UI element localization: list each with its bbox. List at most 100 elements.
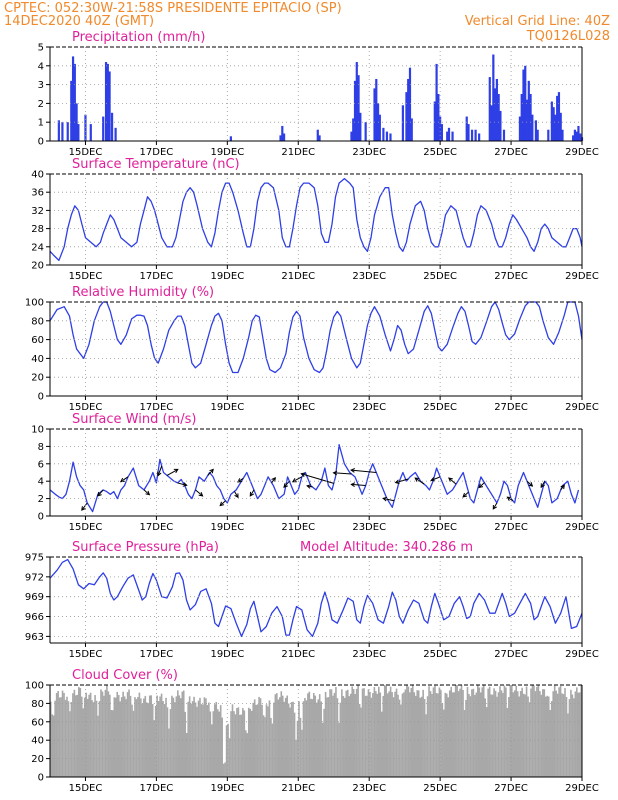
precipitation-bar <box>575 131 578 141</box>
cloud-cover-ytick-label: 20 <box>31 754 44 765</box>
cloud-cover-bar <box>123 696 126 777</box>
relative-humidity-xtick-label: 23DEC <box>352 402 386 413</box>
wind-vector-arrow <box>350 482 366 488</box>
cloud-cover-bar <box>259 698 262 777</box>
cloud-cover-bar <box>293 712 296 777</box>
cloud-cover-bar <box>147 703 150 777</box>
cloud-cover-bar <box>478 687 481 777</box>
surface-wind-xtick-label: 19DEC <box>210 522 244 533</box>
wind-vector-arrow <box>430 476 441 482</box>
cloud-cover-bar <box>110 710 113 777</box>
cloud-cover-bar <box>188 696 191 777</box>
cloud-cover-bar <box>490 694 492 777</box>
cloud-cover-bar <box>451 692 454 777</box>
cloud-cover-xtick-label: 17DEC <box>140 783 174 794</box>
cloud-cover-bar <box>126 692 129 777</box>
precipitation-bar <box>66 122 69 141</box>
wind-vector-shaft <box>395 478 409 484</box>
cloud-cover-bar <box>242 708 244 777</box>
cloud-cover-bar <box>247 707 250 777</box>
cloud-cover-bar <box>271 723 274 777</box>
wind-vector-shaft <box>219 500 226 506</box>
cloud-cover-bar <box>422 689 424 777</box>
surface-temperature-ytick-label: 36 <box>31 188 44 199</box>
surface-temperature-ytick-label: 28 <box>31 224 44 235</box>
precipitation-bar <box>282 133 286 141</box>
cloud-cover-bar <box>57 691 59 777</box>
cloud-cover-bar <box>341 689 343 777</box>
precipitation-bar <box>435 63 438 141</box>
surface-pressure-ytick-label: 969 <box>25 592 44 603</box>
cloud-cover-bar <box>426 696 429 777</box>
wind-vector-head <box>382 496 388 502</box>
cloud-cover-bar <box>237 707 240 777</box>
cloud-cover-bar <box>290 702 293 777</box>
precipitation-bar <box>531 114 534 141</box>
cloud-cover-bar <box>193 696 195 777</box>
cloud-cover-bar <box>410 687 413 777</box>
wind-vector-head <box>271 476 276 482</box>
wind-vector-head <box>249 491 255 497</box>
cloud-cover-bar <box>145 702 148 777</box>
cloud-cover-bar <box>131 704 133 777</box>
precipitation-bar <box>70 80 73 141</box>
cloud-cover-bar <box>351 686 354 777</box>
cloud-cover-bar <box>270 717 272 777</box>
precipitation-bar <box>75 103 78 141</box>
cloud-cover-bar <box>91 700 93 777</box>
surface-temperature-ytick-label: 40 <box>31 170 44 181</box>
cloud-cover-bar <box>456 685 458 777</box>
cloud-cover-bar <box>165 697 167 777</box>
cloud-cover-bar <box>496 696 498 777</box>
precipitation-bar <box>529 94 532 141</box>
surface-temperature-ytick-label: 20 <box>31 261 44 272</box>
surface-pressure-xtick-label: 27DEC <box>494 649 528 660</box>
cloud-cover-bar <box>544 696 547 777</box>
precipitation-bar <box>77 124 80 141</box>
surface-pressure-xtick-label: 25DEC <box>423 649 457 660</box>
cloud-cover-bar <box>256 704 259 777</box>
cloud-cover-bar <box>298 701 300 777</box>
cloud-cover-bar <box>314 695 317 777</box>
precipitation-bar <box>359 112 362 141</box>
wind-vector-shaft <box>97 489 104 497</box>
cloud-cover-bar <box>236 707 238 777</box>
cloud-cover-bar <box>273 702 275 777</box>
wind-vector-shaft <box>414 477 425 485</box>
cloud-cover-bar <box>329 689 331 777</box>
cloud-cover-bar <box>101 691 104 777</box>
surface-pressure-xtick-label: 23DEC <box>352 649 386 660</box>
cloud-cover-bar <box>382 695 385 777</box>
cloud-cover-bar <box>233 711 235 777</box>
cloud-cover-bar <box>508 697 510 777</box>
cloud-cover-bar <box>491 694 494 777</box>
precipitation-bar <box>316 129 319 141</box>
wind-vector-shaft <box>430 476 441 481</box>
relative-humidity-grid <box>50 302 582 396</box>
relative-humidity-ytick-label: 40 <box>31 354 44 365</box>
cloud-cover-bar <box>414 695 417 777</box>
wind-vector-arrow <box>233 491 239 499</box>
cloud-cover-bar <box>561 693 563 777</box>
cloud-cover-bar <box>169 709 172 777</box>
cloud-cover-bar <box>163 704 166 777</box>
wind-vector-head <box>506 496 512 501</box>
precipitation-ytick-label: 5 <box>38 43 44 54</box>
wind-vector-arrow <box>414 477 425 485</box>
surface-wind-ytick-label: 6 <box>38 459 44 470</box>
precipitation-bar <box>407 78 410 141</box>
cloud-cover-bar <box>252 702 254 777</box>
cloud-cover-bar <box>160 693 163 777</box>
cloud-cover-grid <box>50 685 582 777</box>
surface-wind-xtick-label: 17DEC <box>140 522 174 533</box>
cloud-cover-data <box>49 685 583 777</box>
surface-temperature-line <box>49 177 583 262</box>
cloud-cover-bar <box>406 685 408 777</box>
wind-vector-head <box>81 506 86 511</box>
cloud-cover-bar <box>228 738 231 777</box>
cloud-cover-bar <box>463 710 466 777</box>
cloud-cover-ytick-label: 40 <box>31 736 44 747</box>
cloud-cover-bar <box>261 704 263 777</box>
cloud-cover-bar <box>471 689 473 777</box>
